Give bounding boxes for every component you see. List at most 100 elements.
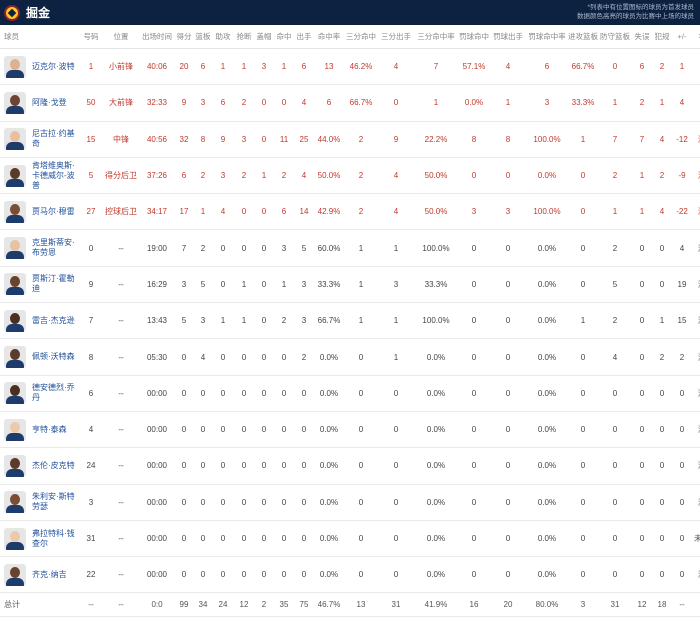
stat-cell: 0.0% (526, 302, 568, 340)
stat-cell: 0 (234, 520, 254, 558)
stat-cell: -- (102, 375, 140, 412)
total-cell: -- (672, 592, 692, 618)
player-name-link[interactable]: 尼古拉·约基奇 (32, 129, 75, 149)
stat-cell: -- (102, 338, 140, 376)
stat-cell: 0 (568, 375, 598, 412)
column-header: 命中率 (314, 25, 344, 49)
stat-cell: 8 (490, 121, 526, 158)
stat-cell: 66.7% (344, 84, 378, 122)
stat-cell: 0 (458, 447, 490, 485)
stat-cell: 0 (344, 447, 378, 485)
player-row: 德安德烈·乔丹 6 -- 00:00 0 0 0 0 0 0 0 0.0% 0 0 0.0% 0 0 0.0% 0 0… (0, 375, 700, 412)
stat-cell: 0.0% (458, 84, 490, 122)
stat-cell: -- (102, 484, 140, 521)
stat-cell: 50.0% (414, 193, 458, 231)
stat-cell: 20 (174, 48, 194, 86)
stat-cell: 0 (254, 121, 274, 158)
player-name-link[interactable]: 贾马尔·穆雷 (32, 206, 75, 216)
stat-cell: 0 (568, 229, 598, 267)
player-name-link[interactable]: 克里斯蒂安·布劳恩 (32, 238, 75, 258)
player-name-link[interactable]: 贾斯汀·霍勒迪 (32, 274, 75, 294)
stat-cell: 2 (274, 302, 294, 340)
player-name-link[interactable]: 肯塔维奥斯·卡德威尔-波普 (32, 160, 75, 190)
player-name-link[interactable]: 佩顿·沃特森 (32, 352, 75, 362)
stat-cell: 0 (378, 520, 414, 558)
stat-cell: 0 (458, 520, 490, 558)
player-avatar[interactable] (4, 527, 26, 550)
player-status: 激活 (692, 193, 700, 231)
stat-cell: 0 (458, 556, 490, 594)
stat-cell: 1 (378, 338, 414, 376)
player-name-link[interactable]: 杰伦·皮克特 (32, 460, 75, 470)
player-name-link[interactable]: 亨特·泰森 (32, 424, 67, 434)
stat-cell: 0 (652, 411, 672, 449)
stat-cell: 0.0% (414, 484, 458, 521)
player-avatar[interactable] (4, 418, 26, 441)
player-name-link[interactable]: 阿隆·戈登 (32, 97, 67, 107)
player-avatar[interactable] (4, 164, 26, 187)
stat-cell: 0 (568, 447, 598, 485)
player-avatar[interactable] (4, 309, 26, 332)
stat-cell: 00:00 (140, 447, 174, 485)
stat-cell: 0 (458, 411, 490, 449)
stat-cell: 66.7% (568, 48, 598, 86)
player-name-link[interactable]: 齐克·纳吉 (32, 569, 67, 579)
stat-cell: 0 (234, 375, 254, 412)
stat-cell: 0 (490, 229, 526, 267)
player-avatar[interactable] (4, 91, 26, 114)
stat-cell: -- (102, 447, 140, 485)
player-status: 激活 (692, 338, 700, 376)
stat-cell: 3 (294, 266, 314, 304)
player-name-link[interactable]: 朱利安·斯特劳瑟 (32, 492, 75, 512)
stat-cell: 0.0% (526, 556, 568, 594)
stat-cell: 3 (80, 484, 102, 521)
player-status: 激活 (692, 375, 700, 412)
team-header: 掘金 *列表中有位置图标的球员为首发球员 数据颜色高亮的球员为比赛中上场的球员 (0, 0, 700, 25)
stat-cell: 2 (598, 302, 632, 340)
stat-cell: 0 (254, 84, 274, 122)
stat-cell: 0 (490, 411, 526, 449)
player-name-link[interactable]: 弗拉特科·钱查尔 (32, 528, 75, 548)
stat-cell: 6 (274, 193, 294, 231)
player-avatar[interactable] (4, 200, 26, 223)
stat-cell: 8 (80, 338, 102, 376)
stat-cell: 0 (294, 520, 314, 558)
stat-cell: 40:06 (140, 48, 174, 86)
stat-cell: 1 (344, 302, 378, 340)
stat-cell: 0.0% (314, 520, 344, 558)
player-name-link[interactable]: 雷吉·杰克逊 (32, 315, 75, 325)
stat-cell: 0 (568, 556, 598, 594)
stat-cell: 0.0% (526, 157, 568, 195)
stat-cell: -9 (672, 157, 692, 195)
player-avatar[interactable] (4, 128, 26, 151)
player-avatar[interactable] (4, 55, 26, 78)
stat-cell: 0 (378, 84, 414, 122)
player-avatar[interactable] (4, 273, 26, 296)
player-avatar[interactable] (4, 382, 26, 405)
stat-cell: 0 (652, 520, 672, 558)
column-header: 三分出手 (378, 25, 414, 49)
team-name: 掘金 (26, 6, 51, 20)
player-avatar[interactable] (4, 237, 26, 260)
stat-cell: 15 (672, 302, 692, 340)
stat-cell: -22 (672, 193, 692, 231)
stat-cell: 4 (194, 338, 212, 376)
stat-cell: 0 (378, 484, 414, 521)
stat-cell: 0 (344, 375, 378, 412)
stat-cell: 42.9% (314, 193, 344, 231)
player-row: 朱利安·斯特劳瑟 3 -- 00:00 0 0 0 0 0 0 0 0.0% 0 0 0.0% 0 0 0.0% 0… (0, 484, 700, 521)
stat-cell: 1 (254, 157, 274, 195)
stat-cell: 2 (598, 157, 632, 195)
stat-cell: 1 (378, 302, 414, 340)
player-avatar[interactable] (4, 346, 26, 369)
player-avatar[interactable] (4, 454, 26, 477)
stat-cell: 6 (294, 48, 314, 86)
stat-cell: 1 (632, 193, 652, 231)
stat-cell: 0 (632, 484, 652, 521)
player-name-link[interactable]: 德安德烈·乔丹 (32, 383, 75, 403)
player-avatar[interactable] (4, 563, 26, 586)
player-avatar[interactable] (4, 491, 26, 514)
player-name-link[interactable]: 迈克尔·波特 (32, 61, 75, 71)
player-row: 弗拉特科·钱查尔 31 -- 00:00 0 0 0 0 0 0 0 0.0% 0 0 0.0% 0 0 0.0%… (0, 520, 700, 558)
stat-cell: 2 (598, 229, 632, 267)
